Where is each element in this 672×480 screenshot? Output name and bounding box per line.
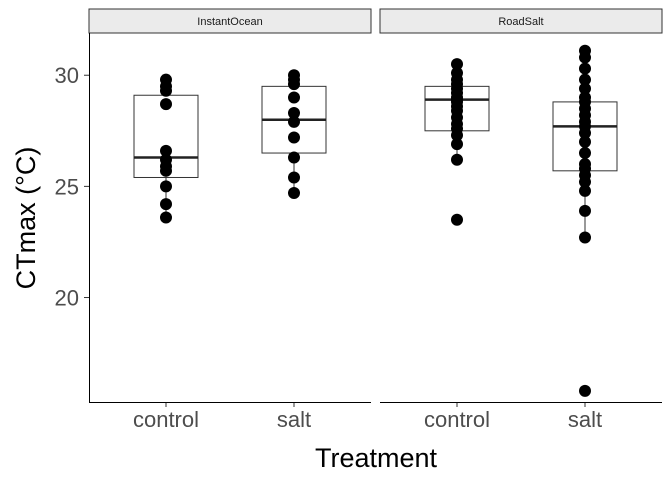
x-tick-label: salt xyxy=(568,407,602,432)
data-point xyxy=(288,151,300,164)
data-point xyxy=(579,175,591,188)
x-tick-label: control xyxy=(424,407,490,432)
data-point xyxy=(579,204,591,217)
data-point xyxy=(288,107,300,120)
data-point xyxy=(579,147,591,160)
data-point xyxy=(579,184,591,197)
data-point xyxy=(288,187,300,200)
facet-plot-area xyxy=(133,69,327,407)
facet-instantocean: InstantOcean control salt xyxy=(88,8,372,432)
facet-plot-area xyxy=(424,44,618,407)
data-point xyxy=(160,211,172,224)
x-tick-label: salt xyxy=(277,407,311,432)
data-point xyxy=(160,144,172,157)
data-point xyxy=(579,62,591,75)
data-point xyxy=(579,73,591,86)
y-tick-label: 30 xyxy=(55,63,79,88)
data-point xyxy=(288,171,300,184)
data-point xyxy=(288,78,300,91)
data-point xyxy=(451,58,463,71)
facet-roadsalt: RoadSalt control salt xyxy=(379,8,663,432)
data-point xyxy=(579,384,591,397)
data-point xyxy=(451,138,463,151)
x-axis-title: Treatment xyxy=(315,443,438,473)
data-point xyxy=(288,115,300,128)
data-point xyxy=(288,91,300,104)
facet-label: InstantOcean xyxy=(197,16,262,28)
y-tick-label: 25 xyxy=(55,174,79,199)
data-point xyxy=(288,131,300,144)
data-point xyxy=(579,135,591,148)
data-point xyxy=(160,180,172,193)
data-point xyxy=(451,129,463,142)
data-point xyxy=(160,164,172,177)
data-point xyxy=(451,153,463,166)
data-point xyxy=(579,51,591,64)
data-point xyxy=(160,84,172,97)
data-point xyxy=(160,198,172,211)
data-point xyxy=(579,127,591,140)
data-point xyxy=(579,231,591,244)
data-point xyxy=(451,213,463,226)
y-axis-title: CTmax (°C) xyxy=(11,147,41,290)
facet-label: RoadSalt xyxy=(498,16,543,28)
x-tick-label: control xyxy=(133,407,199,432)
facet-strip xyxy=(379,8,663,34)
data-point xyxy=(579,82,591,95)
data-point xyxy=(160,98,172,111)
y-tick-label: 20 xyxy=(55,286,79,311)
y-axis-ticks: 20 25 30 xyxy=(55,63,89,311)
facet-strip xyxy=(88,8,372,34)
